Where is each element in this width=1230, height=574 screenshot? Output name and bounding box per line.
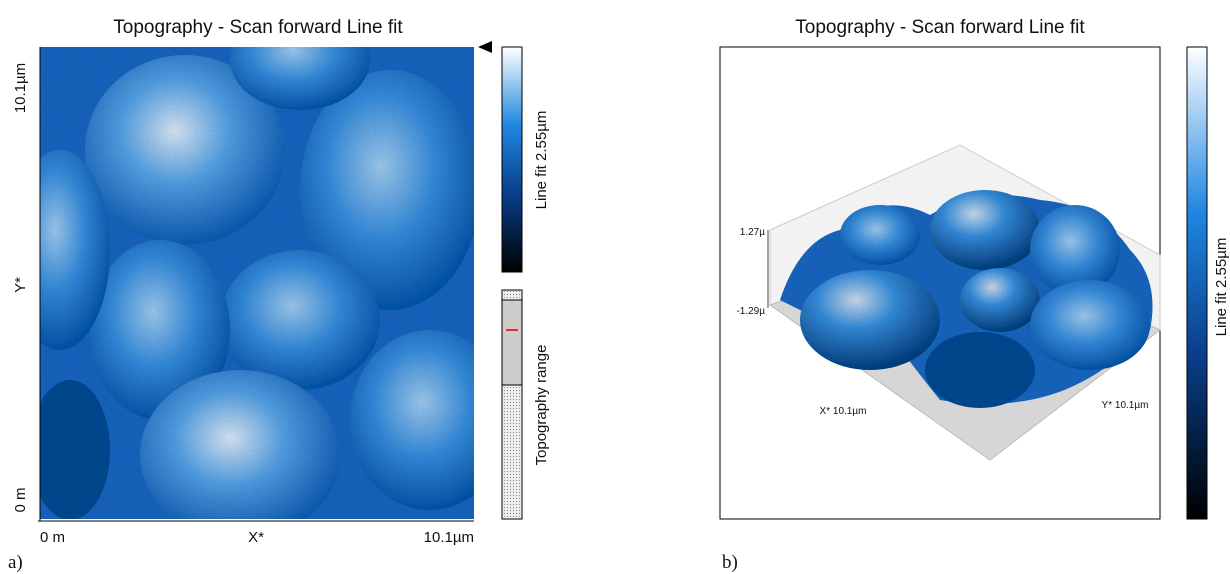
panel-label-b: b): [722, 552, 738, 573]
y-label-bottom: 0 m: [12, 487, 29, 512]
colorbar-label-b: Line fit 2.55µm: [1213, 238, 1230, 337]
x-label-mid: X*: [248, 529, 264, 546]
topography-image: [10, 10, 510, 540]
range-window: [502, 300, 522, 385]
x-label-left: 0 m: [40, 529, 65, 546]
y-label-b: Y* 10.1µm: [1102, 400, 1149, 411]
y-label-top: 10.1µm: [12, 63, 29, 113]
x-label-right: 10.1µm: [424, 529, 474, 546]
marker: [478, 41, 492, 53]
range-label: Topography range: [533, 345, 550, 466]
figure: Topography - Scan forward Line fit 10.1µ…: [0, 0, 1230, 574]
title-b: Topography - Scan forward Line fit: [795, 17, 1085, 38]
colorbar-a: [502, 47, 522, 272]
colorbar-b: [1187, 47, 1207, 519]
page: {"panel_a": {"title": "Topography - Scan…: [0, 0, 1230, 574]
title-a: Topography - Scan forward Line fit: [113, 17, 403, 38]
colorbar-label-a: Line fit 2.55µm: [533, 111, 550, 210]
panel-label-a: a): [8, 552, 23, 573]
x-label-b: X* 10.1µm: [820, 406, 867, 417]
z-top-label: 1.27µ: [740, 227, 765, 238]
z-bottom-label: -1.29µ: [736, 306, 765, 317]
y-label-mid: Y*: [12, 277, 29, 293]
